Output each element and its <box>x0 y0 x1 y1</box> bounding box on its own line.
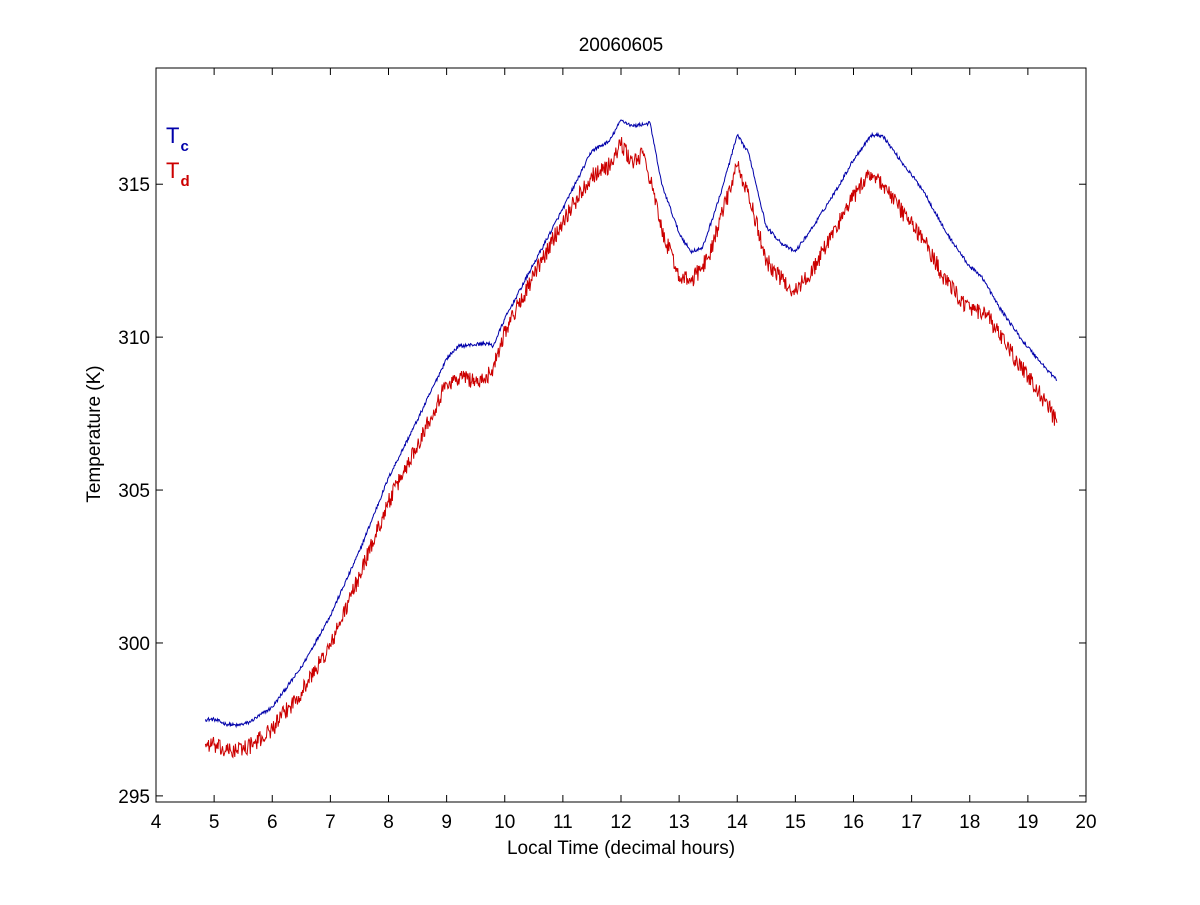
x-tick-label: 8 <box>383 812 394 833</box>
y-tick-label: 300 <box>118 634 150 655</box>
x-tick-label: 7 <box>325 812 336 833</box>
y-tick-label: 305 <box>118 481 150 502</box>
x-tick-label: 19 <box>1017 812 1038 833</box>
x-tick-label: 18 <box>959 812 980 833</box>
legend-subscript: c <box>180 138 188 155</box>
plot-area-frame <box>155 67 1087 803</box>
y-tick-label: 310 <box>118 328 150 349</box>
x-tick-label: 13 <box>669 812 690 833</box>
y-tick-label: 295 <box>118 787 150 808</box>
x-tick-label: 11 <box>553 812 573 833</box>
x-tick-label: 10 <box>494 812 515 833</box>
series-line-2 <box>204 136 1058 759</box>
y-tick-label: 315 <box>118 175 150 196</box>
legend-label: T <box>166 123 179 148</box>
x-tick-label: 4 <box>151 812 162 833</box>
x-axis: 4 5 6 7 8 9 10 11 12 13 14 15 16 17 18 19 20 <box>151 68 1097 833</box>
legend-entry: Tc <box>166 123 189 155</box>
x-axis-title: Local Time (decimal hours) <box>507 838 735 859</box>
y-axis-title: Temperature (K) <box>84 365 105 502</box>
x-tick-label: 17 <box>901 812 922 833</box>
legend-entry: Td <box>166 158 190 190</box>
x-tick-label: 20 <box>1075 812 1096 833</box>
x-tick-label: 14 <box>727 812 749 833</box>
legend-subscript: d <box>180 173 189 190</box>
x-tick-label: 12 <box>610 812 631 833</box>
x-tick-label: 16 <box>843 812 864 833</box>
legend-label: T <box>166 158 179 183</box>
y-axis: 295 300 305 310 315 <box>118 175 1086 808</box>
x-tick-label: 15 <box>785 812 806 833</box>
series-layer <box>204 119 1058 759</box>
series-line-1 <box>204 119 1058 729</box>
chart-title: 20060605 <box>579 35 664 56</box>
x-tick-label: 5 <box>209 812 220 833</box>
x-tick-label: 6 <box>267 812 278 833</box>
x-tick-label: 9 <box>441 812 452 833</box>
